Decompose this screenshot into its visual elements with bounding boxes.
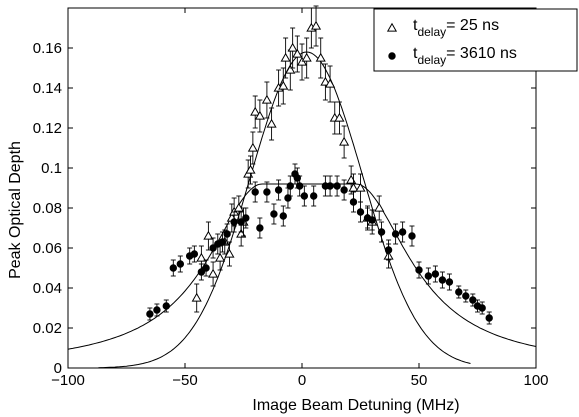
data-point-circle (398, 228, 407, 236)
data-point-triangle (348, 182, 359, 192)
y-tick-label: 0.12 (33, 120, 62, 137)
fit-curve-2 (67, 183, 537, 350)
x-tick-label: 0 (298, 372, 306, 389)
data-point-triangle (247, 142, 258, 152)
fit-curves (67, 51, 537, 369)
data-point-triangle (191, 292, 202, 302)
data-point-triangle (208, 268, 219, 278)
data-point-circle (349, 198, 358, 206)
data-point-circle (455, 288, 463, 296)
data-point-triangle (285, 64, 296, 74)
data-point-triangle (280, 52, 291, 62)
y-tick-label: 0.04 (33, 280, 62, 297)
data-point-circle (274, 186, 283, 194)
data-point-triangle (250, 106, 261, 116)
data-point-triangle (334, 112, 345, 122)
data-point-triangle (266, 118, 277, 128)
data-point-circle (230, 218, 238, 226)
data-point-circle (270, 210, 278, 218)
data-point-circle (384, 246, 393, 254)
y-axis-label: Peak Optical Depth (7, 141, 24, 279)
data-point-circle (279, 212, 287, 220)
data-point-circle (237, 218, 245, 226)
x-axis-label: Image Beam Detuning (MHz) (252, 397, 459, 414)
data-point-circle (256, 224, 264, 232)
x-tick-label: −100 (51, 372, 85, 389)
data-point-triangle (315, 52, 326, 62)
data-point-circle (408, 232, 416, 240)
y-tick-label: 0.14 (33, 80, 62, 97)
legend: tdelay= 25 ns tdelay= 3610 ns (373, 8, 578, 72)
data-point-triangle (346, 174, 357, 184)
data-point-triangle (233, 202, 244, 212)
legend-marker (388, 52, 396, 60)
data-point-circle (333, 182, 341, 190)
y-tick-label: 0 (54, 360, 62, 377)
data-point-triangle (261, 94, 272, 104)
data-point-circle (190, 250, 199, 258)
data-point-circle (462, 292, 470, 300)
data-point-circle (176, 260, 185, 268)
x-tick-label: 100 (523, 372, 548, 389)
data-point-circle (286, 182, 294, 190)
data-point-triangle (245, 164, 256, 174)
data-point-circle (197, 268, 206, 276)
legend-entry: tdelay= 25 ns (413, 17, 499, 39)
legend-entry: tdelay= 3610 ns (413, 45, 517, 67)
data-point-circle (251, 188, 259, 196)
y-tick-label: 0.1 (41, 160, 62, 177)
data-point-circle (162, 302, 170, 310)
data-point-circle (438, 276, 447, 284)
data-point-triangle (292, 48, 303, 58)
fit-curve-1 (98, 51, 471, 369)
data-point-circle (415, 266, 423, 274)
data-point-circle (223, 230, 231, 238)
legend-box (373, 8, 578, 72)
data-point-triangle (278, 80, 289, 90)
data-point-circle (356, 208, 365, 216)
data-point-triangle (287, 42, 298, 52)
data-point-circle (153, 306, 161, 314)
legend-marker (386, 22, 398, 32)
data-point-triangle (196, 252, 207, 262)
data-point-triangle (355, 182, 366, 192)
data-point-triangle (203, 230, 214, 240)
data-point-circle (368, 216, 376, 224)
y-tick-label: 0.08 (33, 200, 62, 217)
data-point-circle (445, 278, 454, 286)
y-tick-label: 0.16 (33, 40, 62, 57)
data-point-circle (377, 228, 386, 236)
data-point-circle (431, 270, 440, 278)
data-point-circle (485, 314, 493, 322)
data-point-triangle (215, 252, 226, 262)
data-point-triangle (374, 202, 385, 212)
data-point-circle (209, 244, 217, 252)
data-point-circle (169, 264, 177, 272)
data-point-triangle (310, 20, 322, 30)
data-point-circle (242, 214, 250, 222)
x-tick-label: 50 (411, 372, 428, 389)
ticks: −100 −50 0 50 100 0 0.02 0.04 0.06 0.08 0.1 0.12 0.1… (33, 8, 549, 389)
data-point-circle (478, 304, 486, 312)
data-point-triangle (325, 78, 336, 88)
data-point-circle (391, 230, 400, 238)
data-point-triangle (301, 52, 312, 62)
y-tick-label: 0.06 (33, 240, 62, 257)
data-point-triangle (224, 248, 235, 258)
data-point-circle (326, 182, 334, 190)
data-point-circle (218, 238, 227, 246)
y-tick-label: 0.02 (33, 320, 62, 337)
data-point-circle (202, 264, 210, 272)
x-tick-label: −50 (172, 372, 197, 389)
data-point-circle (146, 310, 154, 318)
data-point-triangle (254, 110, 265, 120)
data-point-triangle (339, 136, 350, 146)
data-point-circle (424, 272, 433, 280)
data-point-circle (340, 186, 348, 194)
data-point-circle (310, 192, 318, 200)
data-point-circle (300, 192, 309, 200)
data-point-circle (263, 188, 271, 196)
data-marks (146, 5, 493, 325)
